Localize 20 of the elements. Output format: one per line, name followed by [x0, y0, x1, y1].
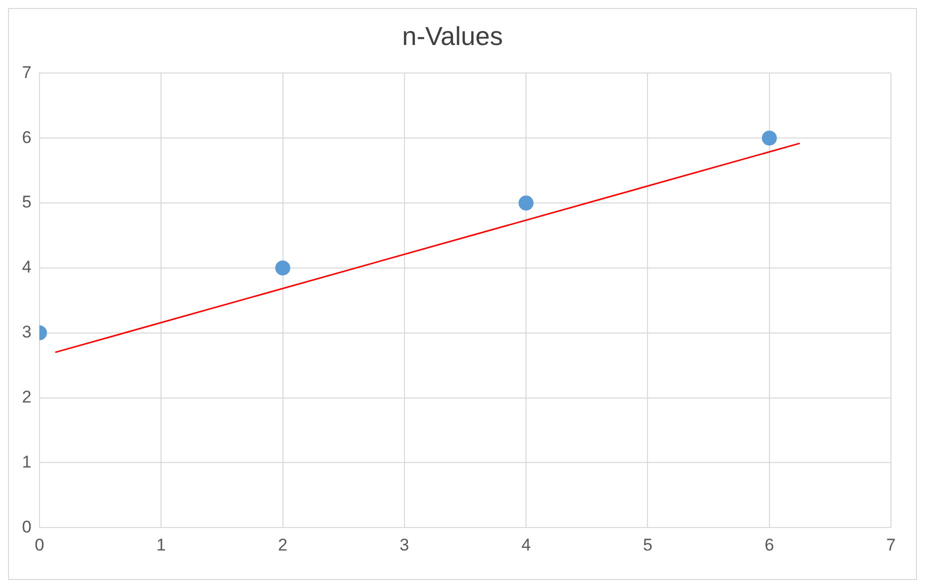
point — [762, 130, 777, 146]
x-tick-label: 1 — [156, 535, 166, 554]
x-tick-label: 6 — [764, 535, 774, 554]
y-tick-label: 0 — [22, 517, 32, 536]
x-tick-label: 7 — [886, 535, 896, 554]
y-tick-label: 6 — [22, 128, 32, 147]
point — [518, 196, 534, 211]
x-tick-label: 4 — [521, 535, 531, 554]
y-tick-label: 5 — [22, 192, 32, 212]
y-tick-label: 1 — [22, 452, 32, 472]
y-tick-label: 3 — [22, 322, 32, 342]
x-tick-label: 0 — [34, 535, 44, 554]
x-tick-label: 5 — [642, 535, 652, 554]
y-tick-label: 2 — [22, 387, 32, 406]
y-tick-label: 7 — [22, 62, 32, 82]
chart-title: n-Values — [402, 20, 503, 51]
y-tick-label: 4 — [22, 258, 32, 277]
x-tick-label: 2 — [278, 535, 288, 554]
point — [275, 260, 290, 276]
x-tick-label: 3 — [400, 535, 410, 554]
